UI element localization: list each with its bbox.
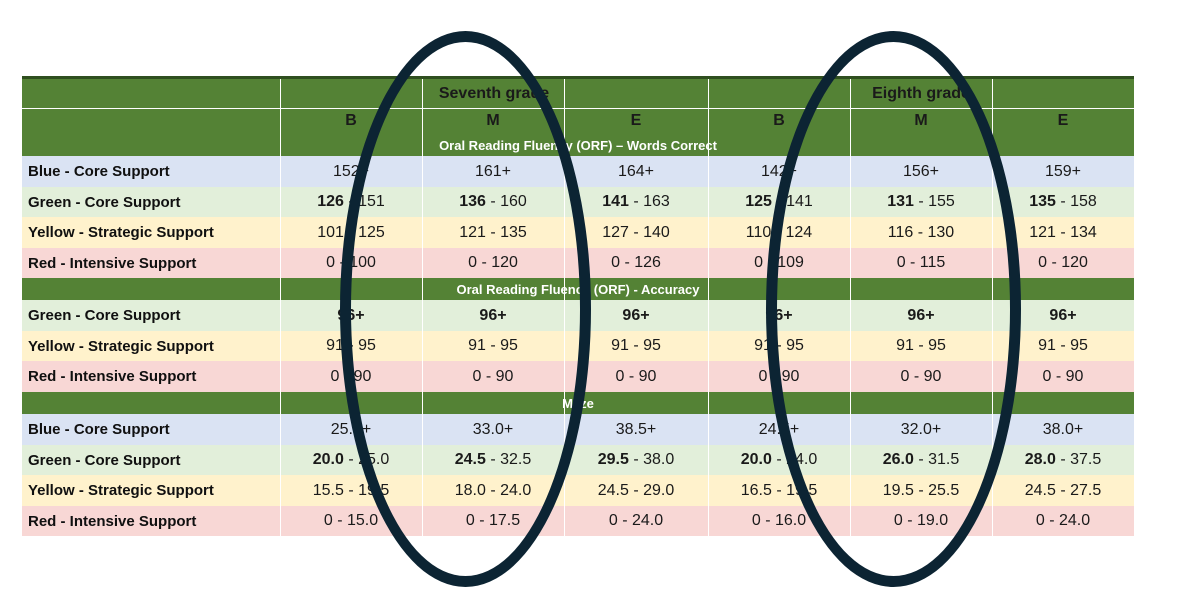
column-header-7-e: E <box>630 112 642 129</box>
row-label: Green - Core Support <box>28 193 181 211</box>
table-cell: 28.0 - 37.5 <box>992 445 1134 475</box>
cell-value: 164+ <box>617 162 655 180</box>
cell-value: 121 - 134 <box>1029 223 1097 241</box>
row-label: Yellow - Strategic Support <box>28 482 214 499</box>
cell-bold-value: 20.0 <box>312 451 344 468</box>
cell-value: 0 - 24.0 <box>1035 512 1091 529</box>
table-cell: 24.5 - 27.5 <box>992 475 1134 506</box>
cell-bold-value: 141 <box>602 193 629 210</box>
cell-value: 0 - 15.0 <box>323 512 379 529</box>
cell-value: 0 - 16.0 <box>751 512 807 529</box>
table-top-border <box>22 76 1134 79</box>
row-label: Blue - Core Support <box>28 421 170 438</box>
table-cell: 96+ <box>564 300 708 331</box>
column-header-8-b: B <box>773 112 785 129</box>
cell-value: - 158 <box>1055 193 1097 210</box>
table-cell: 29.5 - 38.0 <box>564 445 708 475</box>
table-cell: 141 - 163 <box>564 187 708 217</box>
cell-value: 0 - 126 <box>611 254 661 271</box>
cell-bold-value: 126 <box>317 193 344 210</box>
cell-value: 24.5 - 27.5 <box>1024 481 1102 499</box>
column-header-8-e: E <box>1057 112 1069 129</box>
table-cell: 0 - 24.0 <box>992 506 1134 536</box>
column-header-7-b: B <box>345 112 357 129</box>
table-cell: 121 - 134 <box>992 217 1134 248</box>
row-label: Yellow - Strategic Support <box>28 224 214 241</box>
table-cell: 0 - 16.0 <box>708 506 850 536</box>
table-cell: 0 - 15.0 <box>280 506 422 536</box>
column-divider <box>280 79 281 536</box>
row-label: Blue - Core Support <box>28 163 170 180</box>
cell-bold-value: 28.0 <box>1024 451 1056 468</box>
cell-value: 127 - 140 <box>602 223 670 241</box>
table-cell: 38.5+ <box>564 414 708 445</box>
table-cell: 24.5 - 29.0 <box>564 475 708 506</box>
highlight-circle-eighth-m <box>766 31 1021 587</box>
cell-value: 0 - 120 <box>1038 254 1088 271</box>
cell-value: - 163 <box>628 193 670 210</box>
table-cell: 164+ <box>564 156 708 187</box>
cell-value: 159+ <box>1044 162 1082 180</box>
table-cell: 127 - 140 <box>564 217 708 248</box>
table-cell: 0 - 24.0 <box>564 506 708 536</box>
row-label: Red - Intensive Support <box>28 512 197 530</box>
cell-value: - 37.5 <box>1055 451 1102 468</box>
cell-bold-value: 125 <box>745 193 772 210</box>
row-label: Green - Core Support <box>28 307 181 324</box>
cell-value: 0 - 90 <box>615 367 657 385</box>
table-cell: 91 - 95 <box>564 331 708 361</box>
table-cell: 96+ <box>992 300 1134 331</box>
table-cell: 0 - 90 <box>564 361 708 392</box>
table-cell: 135 - 158 <box>992 187 1134 217</box>
table-cell: 159+ <box>992 156 1134 187</box>
cell-value: - 38.0 <box>628 451 675 468</box>
cell-bold-value: 29.5 <box>597 451 629 468</box>
row-label: Green - Core Support <box>28 451 181 469</box>
highlight-circle-seventh-m <box>340 31 591 587</box>
cell-value: 0 - 90 <box>1042 367 1084 385</box>
row-label: Red - Intensive Support <box>28 368 197 385</box>
header-blank-cell <box>22 79 280 108</box>
cell-bold-value: 96+ <box>622 306 650 324</box>
header-blank-cell <box>22 108 280 134</box>
row-label: Red - Intensive Support <box>28 254 197 272</box>
table-cell: 0 - 90 <box>992 361 1134 392</box>
table-cell: 38.0+ <box>992 414 1134 445</box>
row-label: Yellow - Strategic Support <box>28 337 214 355</box>
cell-value: 91 - 95 <box>611 337 661 354</box>
cell-value: 91 - 95 <box>1038 337 1088 354</box>
table-cell: 91 - 95 <box>992 331 1134 361</box>
table-cell: 0 - 120 <box>992 248 1134 278</box>
cell-value: 38.0+ <box>1042 420 1084 438</box>
cell-bold-value: 96+ <box>1049 306 1077 324</box>
header-divider <box>22 108 1134 109</box>
cell-value: 38.5+ <box>615 420 657 438</box>
table-cell: 0 - 126 <box>564 248 708 278</box>
cell-bold-value: 135 <box>1029 193 1056 210</box>
cell-value: 0 - 24.0 <box>608 512 664 529</box>
cell-bold-value: 20.0 <box>740 451 772 468</box>
cell-value: 24.5 - 29.0 <box>597 481 675 499</box>
column-divider <box>708 79 709 536</box>
